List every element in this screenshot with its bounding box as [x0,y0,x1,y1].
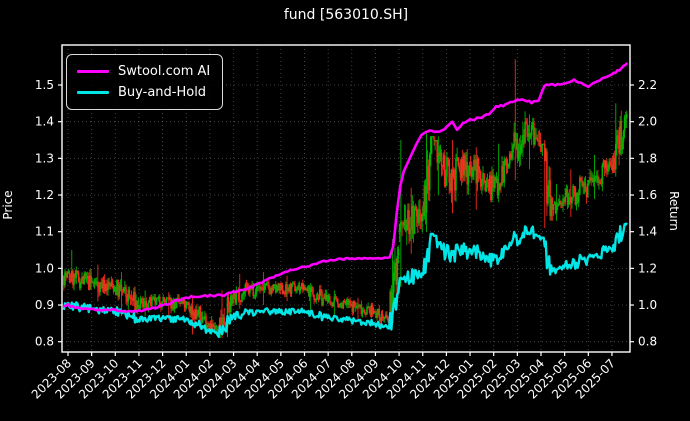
right-tick-label: 2.0 [638,115,657,129]
legend: Swtool.com AI Buy-and-Hold [66,54,224,110]
right-tick-label: 2.2 [638,78,657,92]
plot-frame [61,44,631,353]
left-tick-label: 1.3 [35,151,54,165]
legend-item-buyhold: Buy-and-Hold [77,82,210,103]
buy-hold-line [62,222,628,338]
right-tick-label: 0.8 [638,335,657,349]
y-axis-label-left: Price [1,190,15,220]
right-tick-label: 1.8 [638,151,657,165]
right-tick-label: 1.2 [638,261,657,275]
tick-marks [58,84,634,356]
legend-item-ai: Swtool.com AI [77,61,210,82]
right-tick-label: 1.6 [638,188,657,202]
left-tick-label: 1.5 [35,78,54,92]
right-tick-label: 1.0 [638,298,657,312]
right-tick-label: 1.4 [638,225,657,239]
tick-labels: 0.8 0.9 1.0 1.1 1.2 1.3 1.4 1.5 0.8 1.0 1.2 1.4 1.6 1… [29,78,657,402]
legend-line-ai-icon [77,69,109,74]
y-axis-label-right: Return [667,191,681,231]
legend-label-buyhold: Buy-and-Hold [118,85,207,100]
left-tick-label: 0.8 [35,335,54,349]
left-tick-label: 1.1 [35,225,54,239]
legend-label-ai: Swtool.com AI [118,64,211,79]
left-tick-label: 1.2 [35,188,54,202]
left-tick-label: 1.0 [35,261,54,275]
legend-line-buyhold-icon [77,90,109,95]
left-tick-label: 0.9 [35,298,54,312]
candles-layer [63,59,628,339]
ai-return-line [63,62,629,313]
left-tick-label: 1.4 [35,115,54,129]
chart-title: fund [563010.SH] [283,7,409,23]
